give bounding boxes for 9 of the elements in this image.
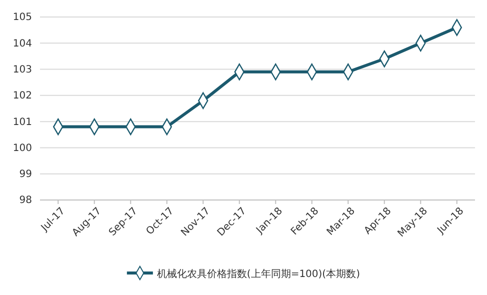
y-tick-label: 105 (12, 12, 32, 24)
y-tick-label: 98 (19, 195, 32, 206)
y-tick-label: 99 (19, 169, 32, 180)
legend-label: 机械化农具价格指数(上年同期=100)(本期数) (156, 268, 360, 280)
y-tick-label: 101 (12, 116, 32, 128)
y-tick-label: 104 (12, 38, 32, 50)
y-tick-label: 100 (12, 142, 32, 154)
y-tick-label: 102 (12, 90, 32, 102)
y-tick-label: 103 (12, 64, 32, 76)
